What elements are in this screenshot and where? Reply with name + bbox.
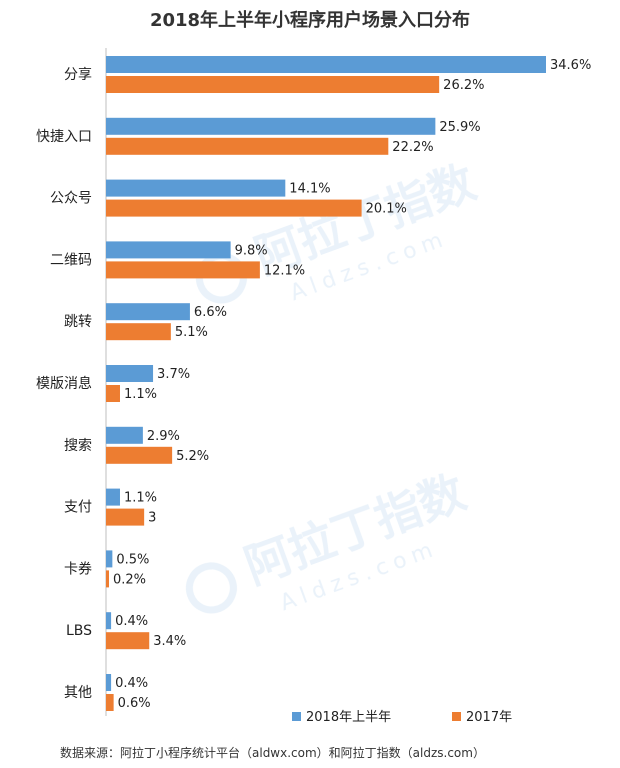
bar-h1-2018 (106, 365, 154, 382)
data-label: 1.1% (124, 491, 157, 506)
bar-2017 (106, 385, 120, 402)
data-label: 25.9% (439, 120, 480, 135)
bar-h1-2018 (106, 179, 286, 197)
bar-h1-2018 (106, 303, 190, 321)
legend-swatch (452, 712, 461, 721)
bar-h1-2018 (106, 612, 112, 630)
data-label: 0.4% (115, 676, 148, 691)
bar-2017 (106, 76, 440, 93)
data-label: 1.1% (124, 387, 157, 402)
data-label: 3 (148, 511, 156, 526)
data-label: 14.1% (289, 182, 330, 197)
data-label: 20.1% (366, 202, 407, 217)
data-label: 5.1% (175, 325, 208, 340)
data-label: 3.7% (157, 367, 190, 382)
bar-2017 (106, 632, 150, 650)
data-label: 6.6% (194, 305, 227, 320)
watermark-logo-icon (185, 562, 237, 614)
bar-h1-2018 (106, 117, 436, 135)
category-label: LBS (66, 623, 92, 639)
data-label: 0.2% (113, 572, 146, 587)
data-label: 0.5% (116, 552, 149, 567)
category-label: 卡券 (64, 561, 92, 577)
bar-2017 (106, 694, 114, 711)
data-label: 26.2% (443, 78, 484, 93)
category-label: 搜索 (64, 437, 92, 454)
bar-h1-2018 (106, 488, 120, 506)
category-label: 跳转 (64, 314, 92, 330)
data-label: 22.2% (392, 140, 433, 155)
chart-title: 2018年上半年小程序用户场景入口分布 (149, 10, 471, 31)
data-label: 34.6% (550, 58, 591, 73)
bar-2017 (106, 570, 109, 588)
bar-2017 (106, 261, 260, 279)
data-label: 9.8% (235, 243, 268, 258)
bar-2017 (106, 446, 173, 464)
legend-label: 2018年上半年 (306, 710, 391, 725)
bar-h1-2018 (106, 674, 112, 691)
category-label: 快捷入口 (36, 129, 92, 145)
bar-h1-2018 (106, 56, 546, 73)
category-label: 公众号 (50, 191, 92, 207)
category-label: 二维码 (50, 252, 92, 268)
legend-swatch (292, 712, 301, 721)
data-label: 2.9% (147, 429, 180, 444)
data-label: 12.1% (264, 263, 305, 278)
data-label: 5.2% (176, 449, 209, 464)
source-note: 数据来源：阿拉丁小程序统计平台（aldwx.com）和阿拉丁指数（aldzs.c… (60, 746, 485, 760)
bar-2017 (106, 508, 145, 526)
bar-2017 (106, 199, 362, 217)
data-label: 0.4% (115, 614, 148, 629)
bar-2017 (106, 323, 171, 341)
category-label: 分享 (64, 66, 92, 83)
legend-label: 2017年 (466, 710, 512, 725)
data-label: 0.6% (118, 696, 151, 711)
bar-h1-2018 (106, 550, 113, 568)
bar-h1-2018 (106, 426, 143, 444)
bar-2017 (106, 137, 389, 155)
data-label: 3.4% (153, 634, 186, 649)
category-label: 支付 (64, 500, 92, 516)
category-label: 模版消息 (36, 375, 92, 392)
bar-h1-2018 (106, 241, 231, 259)
category-label: 其他 (64, 685, 92, 701)
